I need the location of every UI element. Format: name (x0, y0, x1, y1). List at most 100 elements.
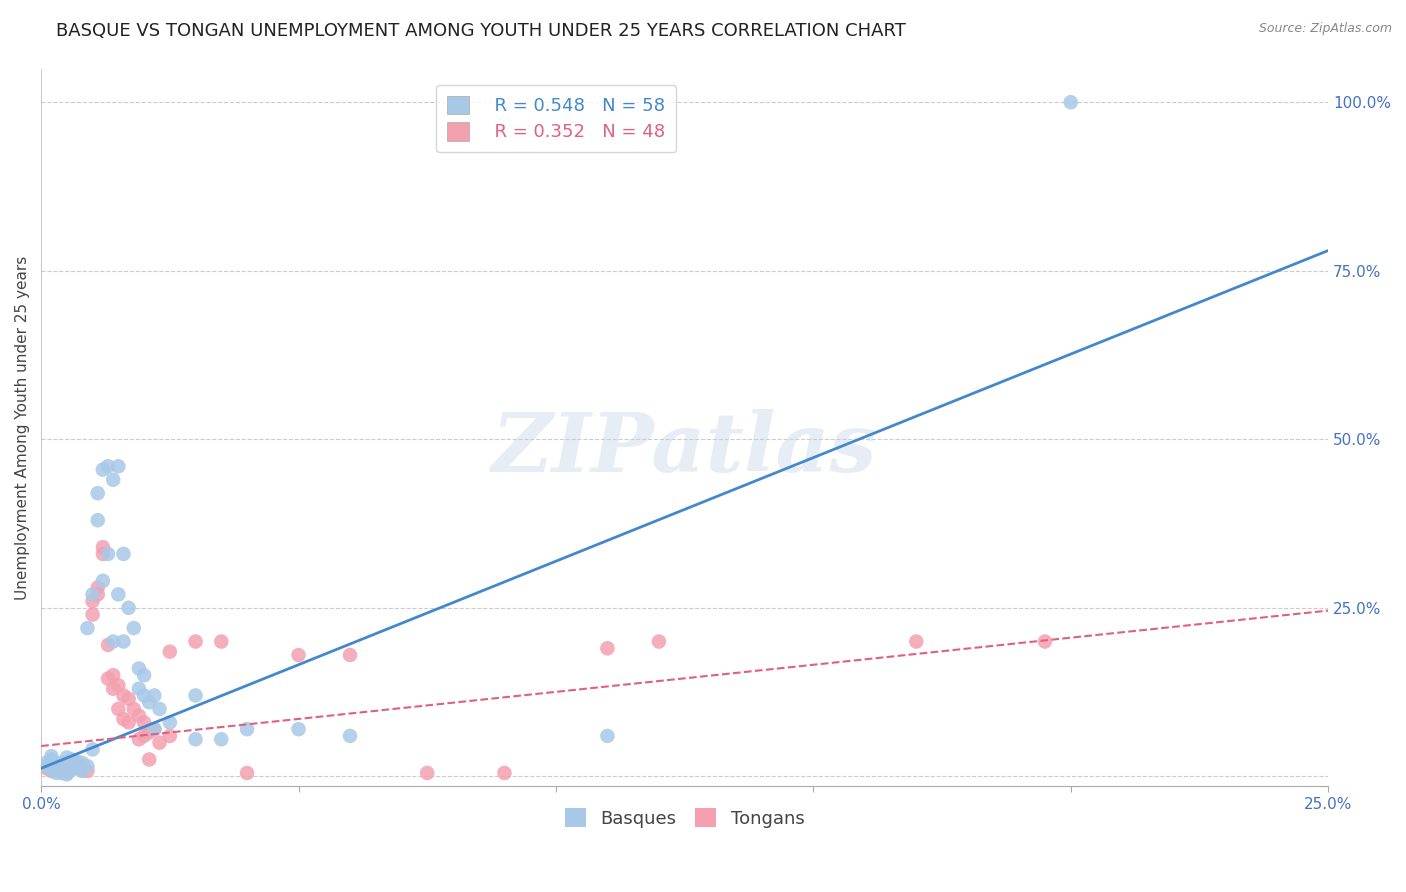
Point (60, 752, 83, 766)
Point (107, 459, 129, 474)
Point (76, 621, 98, 635)
Point (41, 752, 63, 766)
Point (91, 462, 114, 476)
Point (143, 722, 166, 736)
Point (51, 761, 73, 775)
Point (132, 715, 155, 730)
Point (159, 729, 181, 743)
Point (117, 691, 139, 706)
Point (159, 645, 181, 659)
Point (236, 722, 259, 736)
Point (138, 752, 160, 766)
Point (60, 757, 83, 772)
Point (56, 766, 79, 780)
Point (128, 681, 150, 696)
Point (132, 729, 155, 743)
Point (159, 715, 181, 730)
Point (72, 756, 94, 770)
Point (112, 712, 135, 726)
Point (66, 761, 89, 775)
Point (41, 764, 63, 778)
Point (56, 764, 79, 778)
Text: BASQUE VS TONGAN UNEMPLOYMENT AMONG YOUTH UNDER 25 YEARS CORRELATION CHART: BASQUE VS TONGAN UNEMPLOYMENT AMONG YOUT… (56, 22, 905, 40)
Point (103, 473, 125, 487)
Point (416, 766, 439, 780)
Point (107, 587, 129, 601)
Point (76, 764, 98, 778)
Point (41, 763, 63, 777)
Point (45, 766, 67, 780)
Point (339, 729, 361, 743)
Point (494, 766, 516, 780)
Point (112, 689, 135, 703)
Point (97, 638, 120, 652)
Point (45, 759, 67, 773)
Point (122, 702, 145, 716)
Y-axis label: Unemployment Among Youth under 25 years: Unemployment Among Youth under 25 years (15, 255, 30, 599)
Point (138, 725, 160, 739)
Point (128, 661, 150, 675)
Point (905, 634, 928, 648)
Point (107, 702, 129, 716)
Point (87, 587, 110, 601)
Point (128, 708, 150, 723)
Point (287, 648, 309, 662)
Point (128, 732, 150, 747)
Point (51, 756, 73, 770)
Point (112, 547, 135, 561)
Point (45, 759, 67, 773)
Point (60, 759, 83, 773)
Point (35, 759, 58, 773)
Point (184, 732, 207, 747)
Point (91, 574, 114, 588)
Point (184, 634, 207, 648)
Point (97, 547, 120, 561)
Point (143, 689, 166, 703)
Point (132, 668, 155, 682)
Point (76, 759, 98, 773)
Point (91, 547, 114, 561)
Point (66, 755, 89, 769)
Point (51, 766, 73, 780)
Point (35, 756, 58, 770)
Text: ZIPatlas: ZIPatlas (492, 409, 877, 489)
Point (87, 513, 110, 527)
Point (97, 672, 120, 686)
Point (60, 763, 83, 777)
Point (143, 722, 166, 736)
Point (56, 750, 79, 764)
Point (648, 634, 671, 648)
Point (107, 678, 129, 692)
Point (72, 763, 94, 777)
Point (82, 594, 104, 608)
Point (209, 732, 232, 747)
Point (596, 641, 619, 656)
Point (56, 759, 79, 773)
Point (596, 729, 619, 743)
Point (132, 689, 155, 703)
Point (82, 587, 104, 601)
Point (117, 715, 139, 730)
Point (103, 681, 125, 696)
Point (87, 581, 110, 595)
Point (82, 607, 104, 622)
Point (184, 689, 207, 703)
Point (82, 742, 104, 756)
Legend: Basques, Tongans: Basques, Tongans (557, 801, 811, 835)
Point (1033, 634, 1056, 648)
Point (148, 702, 170, 716)
Point (97, 459, 120, 474)
Point (287, 722, 309, 736)
Point (56, 767, 79, 781)
Point (35, 761, 58, 775)
Point (209, 634, 232, 648)
Point (91, 540, 114, 554)
Point (66, 757, 89, 772)
Point (138, 695, 160, 709)
Point (122, 621, 145, 635)
Point (103, 668, 125, 682)
Point (112, 634, 135, 648)
Point (56, 756, 79, 770)
Point (339, 648, 361, 662)
Point (51, 763, 73, 777)
